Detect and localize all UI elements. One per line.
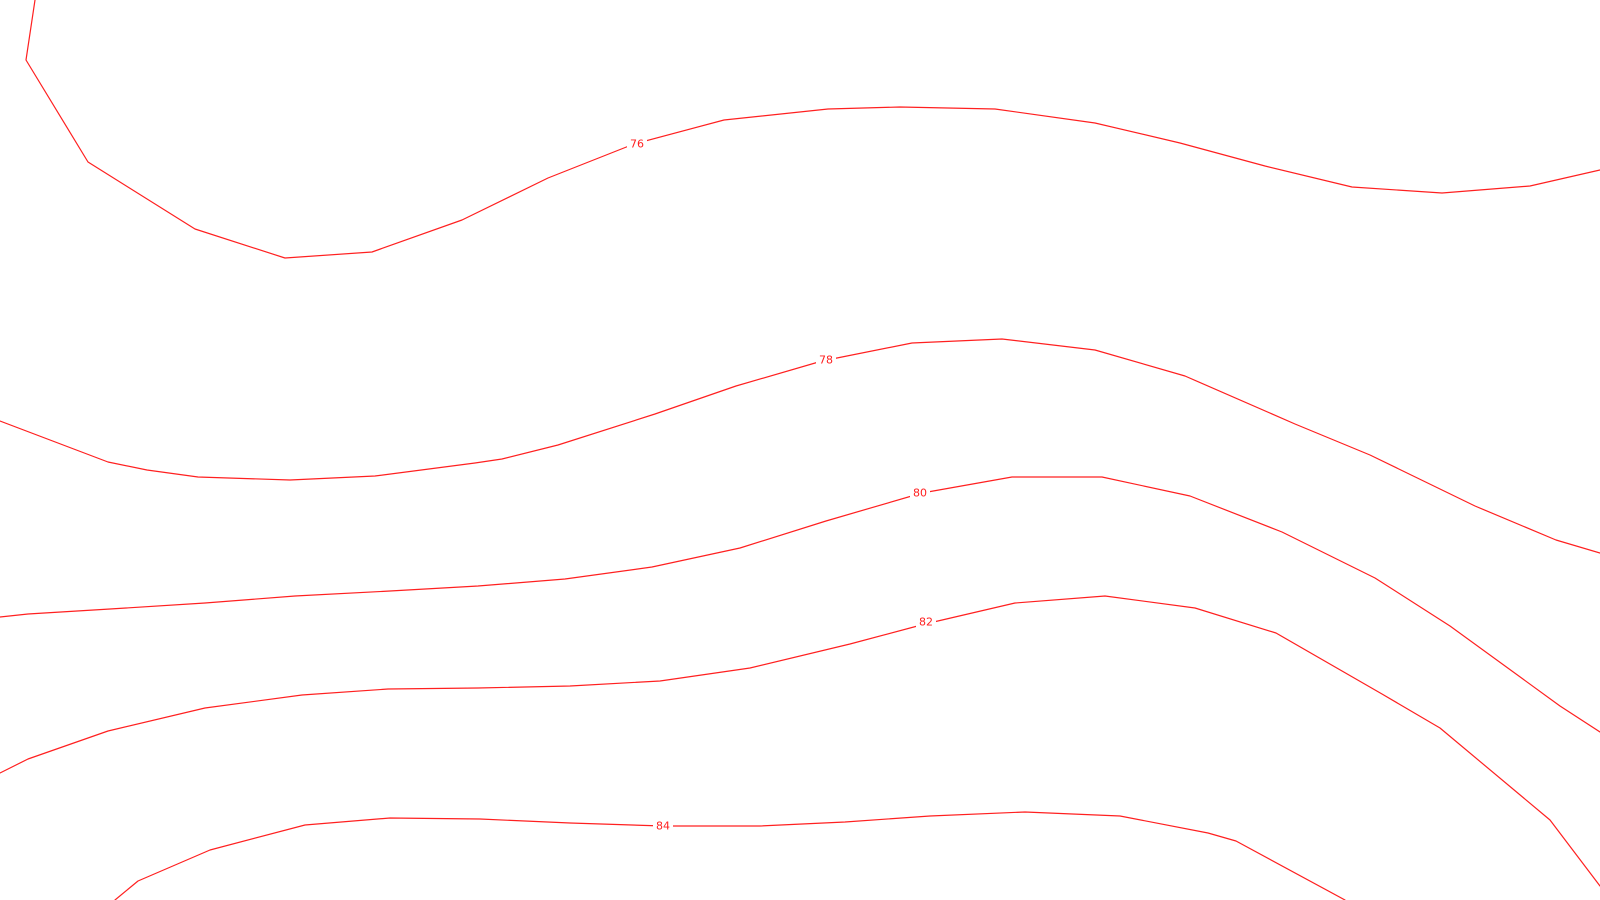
contour-line-78 xyxy=(0,338,1600,554)
contour-label-80: 80 xyxy=(913,487,927,500)
contour-line-82 xyxy=(0,595,1600,887)
contour-line-84 xyxy=(114,811,1346,900)
contour-label-background-84 xyxy=(653,819,673,833)
contour-label-layer: 76 78 80 82 84 xyxy=(627,137,936,833)
contour-label-background-78 xyxy=(816,353,836,367)
contour-label-78: 78 xyxy=(819,354,833,367)
contour-label-84: 84 xyxy=(656,820,670,833)
contour-label-background-82 xyxy=(916,615,936,629)
contour-label-background-80 xyxy=(910,486,930,500)
contour-label-76: 76 xyxy=(630,138,644,151)
contour-line-80 xyxy=(0,476,1600,733)
contour-label-82: 82 xyxy=(919,616,933,629)
contour-line-76 xyxy=(25,0,1600,259)
contour-label-background-76 xyxy=(627,137,647,151)
